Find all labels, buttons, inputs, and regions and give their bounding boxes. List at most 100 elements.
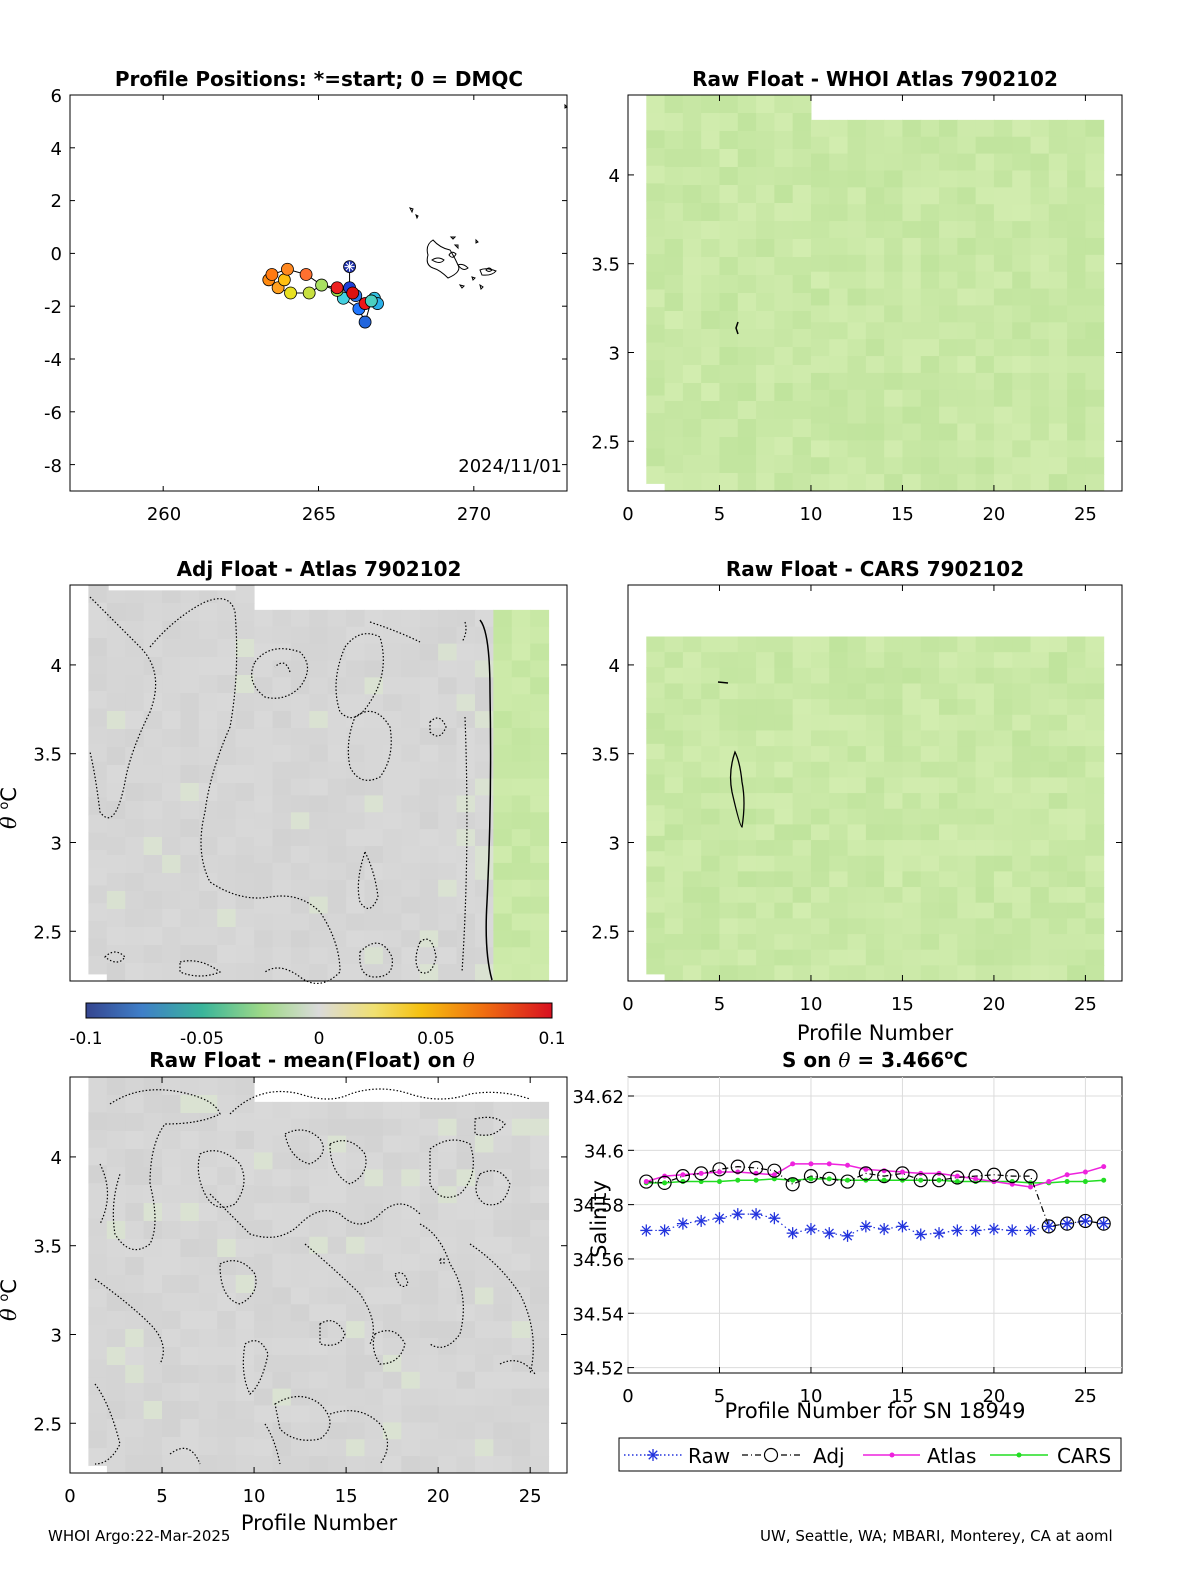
field-cell: [829, 406, 849, 425]
field-cell: [290, 1253, 310, 1272]
field-cell: [401, 1439, 421, 1457]
field-cell: [346, 829, 366, 847]
field-cell: [235, 1167, 255, 1186]
series-atlas-point: [771, 1172, 777, 1178]
field-cell: [180, 1077, 200, 1096]
field-cell: [88, 655, 108, 674]
field-cell: [530, 1338, 550, 1356]
field-cell: [902, 855, 922, 872]
field-cell: [646, 271, 666, 290]
field-cell: [756, 473, 775, 492]
field-cell: [493, 1338, 513, 1356]
field-cell: [993, 221, 1013, 239]
field-cell: [474, 711, 494, 729]
field-cell: [530, 795, 550, 813]
field-cell: [272, 879, 292, 898]
field-cell: [364, 660, 384, 678]
field-cell: [810, 730, 830, 747]
field-cell: [162, 1257, 181, 1276]
field-cell: [88, 1236, 108, 1255]
field-cell: [829, 372, 849, 391]
series-raw-point: [989, 1224, 999, 1234]
field-cell: [847, 136, 867, 155]
field-cell: [646, 805, 666, 822]
field-cell: [884, 793, 903, 810]
series-cars-point: [735, 1177, 741, 1183]
field-cell: [235, 1257, 255, 1276]
field-cell: [235, 855, 255, 874]
field-cell: [125, 765, 145, 784]
field-cell: [217, 819, 237, 838]
field-cell: [1067, 339, 1086, 357]
field-cell: [419, 744, 439, 763]
field-cell: [346, 1304, 366, 1322]
field-cell: [401, 1135, 421, 1153]
field-cell: [272, 846, 292, 864]
whoi-atlas-panel: Raw Float - WHOI Atlas 7902102 2.533.54 …: [591, 67, 1123, 525]
field-cell: [364, 677, 384, 695]
field-cell: [456, 1186, 476, 1204]
field-cell: [792, 365, 812, 384]
field-cell: [162, 1455, 181, 1474]
field-cell: [511, 761, 531, 780]
field-cell: [493, 1405, 513, 1423]
field-cell: [106, 693, 126, 712]
field-cell: [774, 934, 794, 951]
field-cell: [290, 677, 310, 695]
sal-xtick-label: 25: [1074, 1386, 1097, 1407]
series-cars-point: [662, 1180, 668, 1186]
series-raw-point: [824, 1228, 834, 1238]
field-cell: [975, 714, 995, 731]
field-cell: [290, 1371, 310, 1390]
field-cell: [737, 239, 757, 258]
field-cell: [309, 1203, 329, 1221]
field-cell: [217, 1239, 237, 1258]
field-cell: [719, 840, 739, 857]
field-cell: [646, 342, 666, 361]
field-cell: [198, 1455, 218, 1474]
field-cell: [106, 621, 126, 640]
field-cell: [792, 311, 812, 330]
field-cell: [756, 455, 775, 474]
field-cell: [162, 1401, 181, 1420]
field-cell: [1085, 136, 1105, 155]
field-cell: [664, 167, 684, 186]
field-cell: [737, 652, 757, 669]
field-cell: [401, 862, 421, 881]
field-cell: [884, 254, 903, 273]
field-cell: [290, 694, 310, 712]
field-cell: [198, 675, 218, 694]
field-cell: [774, 221, 794, 240]
field-cell: [756, 730, 775, 747]
field-cell: [719, 293, 739, 312]
field-cell: [474, 643, 494, 661]
field-cell: [290, 1354, 310, 1373]
field-cell: [957, 187, 977, 205]
field-cell: [829, 683, 849, 700]
field-cell: [993, 965, 1013, 982]
field-cell: [106, 1185, 126, 1204]
field-cell: [419, 643, 439, 661]
field-cell: [493, 711, 513, 729]
field-cell: [162, 1275, 181, 1294]
field-cell: [701, 455, 720, 474]
field-gap: [646, 483, 665, 491]
field-cell: [1085, 254, 1105, 273]
field-cell: [180, 963, 200, 982]
field-cell: [419, 1203, 439, 1221]
field-cell: [1067, 808, 1086, 825]
field-cell: [438, 1338, 458, 1356]
field-cell: [511, 778, 531, 796]
field-cell: [829, 457, 849, 475]
field-cell: [162, 747, 181, 766]
field-cell: [1048, 406, 1068, 425]
field-cell: [438, 1169, 458, 1187]
field-cell: [756, 652, 775, 669]
field-cell: [419, 812, 439, 830]
field-cell: [162, 1347, 181, 1366]
series-adj-point: [1078, 1213, 1093, 1229]
field-cell: [1067, 356, 1086, 374]
field-cell: [1085, 855, 1105, 872]
field-cell: [1048, 136, 1068, 155]
field-cell: [1030, 965, 1050, 982]
